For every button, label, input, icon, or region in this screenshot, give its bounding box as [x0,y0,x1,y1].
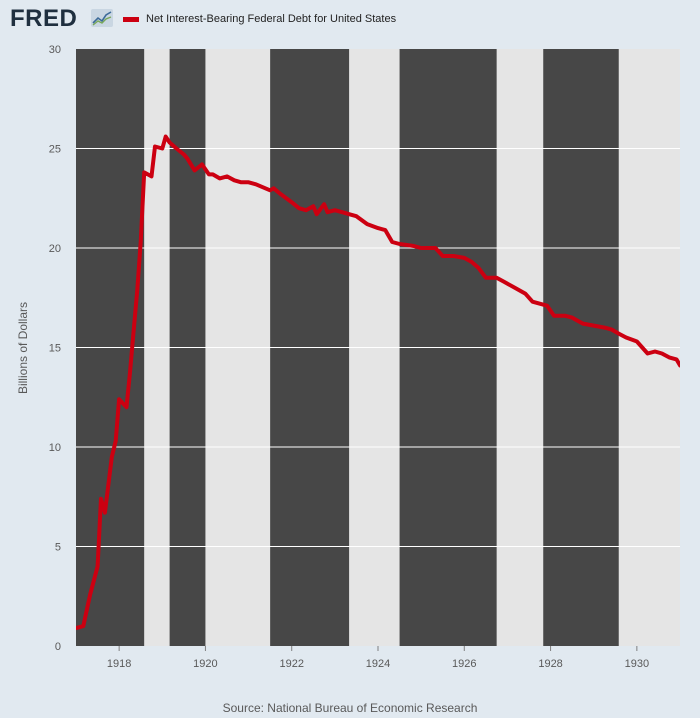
x-axis-ticks: 1918 1920 1922 1924 1926 1928 1930 [107,646,649,670]
legend-swatch [123,17,139,22]
x-tick-label: 1928 [538,658,562,670]
fred-graph-icon [91,9,113,27]
x-tick-label: 1930 [625,658,649,670]
y-axis-ticks: 0 5 10 15 20 25 30 [49,44,61,653]
chart-header: FRED Net Interest-Bearing Federal Debt f… [0,0,700,40]
x-tick-label: 1920 [193,658,217,670]
x-tick-label: 1926 [452,658,476,670]
y-tick-label: 20 [49,243,61,255]
y-tick-label: 5 [55,542,61,554]
fred-logo[interactable]: FRED [10,5,78,32]
y-tick-label: 30 [49,44,61,56]
x-tick-label: 1918 [107,658,131,670]
x-tick-label: 1924 [366,658,390,670]
y-tick-label: 10 [49,442,61,454]
x-tick-label: 1922 [279,658,303,670]
series-line [76,134,680,631]
y-tick-label: 15 [49,343,61,355]
y-tick-label: 25 [49,144,61,156]
source-note: Source: National Bureau of Economic Rese… [222,701,478,715]
y-tick-label: 0 [55,641,61,653]
legend-series-label: Net Interest-Bearing Federal Debt for Un… [146,13,397,25]
y-axis-label: Billions of Dollars [16,301,30,395]
